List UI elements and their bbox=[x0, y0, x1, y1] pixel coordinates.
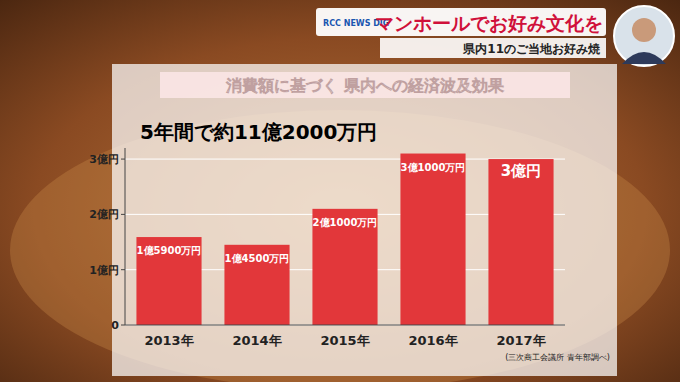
presenter-body bbox=[622, 52, 666, 64]
grid-line bbox=[125, 325, 565, 326]
panel bbox=[112, 64, 617, 376]
bar bbox=[488, 159, 553, 325]
y-axis bbox=[125, 148, 126, 325]
bar bbox=[312, 209, 377, 325]
y-tick-label: 0 bbox=[111, 319, 119, 332]
x-axis bbox=[125, 325, 565, 326]
header-sub-bar bbox=[380, 38, 606, 58]
header-bar bbox=[316, 8, 606, 36]
data-label: 3億円 bbox=[501, 162, 541, 180]
x-tick-label: 2014年 bbox=[232, 333, 281, 348]
x-tick-label: 2017年 bbox=[496, 333, 545, 348]
title-box bbox=[160, 72, 570, 98]
x-tick-label: 2016年 bbox=[408, 333, 457, 348]
x-tick-label: 2013年 bbox=[144, 333, 193, 348]
bar bbox=[136, 237, 201, 325]
data-label: 1億5900万円 bbox=[137, 245, 202, 256]
x-tick-label: 2015年 bbox=[320, 333, 369, 348]
header-title: マンホールでお好み文化を bbox=[375, 12, 603, 34]
title: 消費額に基づく 県内への経済波及効果 bbox=[225, 76, 505, 95]
data-label: 1億4500万円 bbox=[225, 253, 290, 264]
data-labels: 1億5900万円 1億4500万円 2億1000万円 3億1000万円 3億円 bbox=[137, 162, 542, 264]
y-tick-label: 2億円 bbox=[89, 208, 119, 221]
source: (三次商工会議所 青年部調べ) bbox=[505, 353, 610, 362]
subtitle: 5年間で約11億2000万円 bbox=[140, 120, 377, 144]
y-tick-label: 3億円 bbox=[89, 153, 119, 166]
tick-mark bbox=[121, 269, 125, 270]
chart: RCC NEWS DIGマンホールでお好み文化を県内11のご当地お好み焼消費額に… bbox=[0, 0, 680, 382]
tick-mark bbox=[121, 325, 125, 326]
tick-mark bbox=[121, 159, 125, 160]
bar bbox=[400, 154, 465, 325]
header-subtitle: 県内11のご当地お好み焼 bbox=[462, 42, 601, 56]
data-label: 3億1000万円 bbox=[401, 162, 466, 173]
tick-mark bbox=[121, 214, 125, 215]
data-label: 2億1000万円 bbox=[313, 217, 378, 228]
bar bbox=[224, 245, 289, 325]
y-tick-label: 1億円 bbox=[89, 264, 119, 277]
bars bbox=[136, 154, 553, 325]
presenter-circle bbox=[614, 6, 674, 66]
presenter-head bbox=[632, 18, 656, 42]
